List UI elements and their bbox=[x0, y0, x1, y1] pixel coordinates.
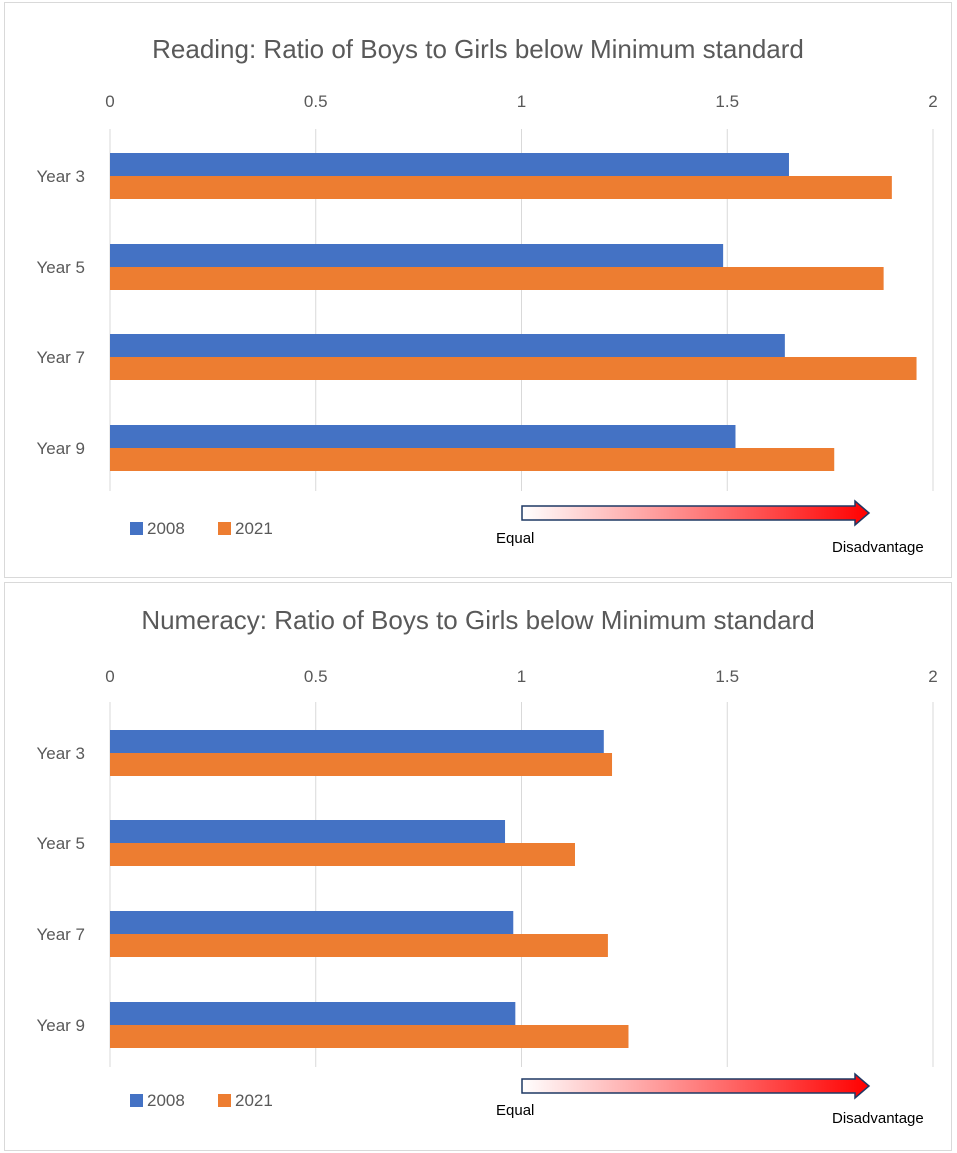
numeracy-disadvantage-arrow bbox=[521, 1072, 871, 1100]
numeracy-bar-2021 bbox=[110, 843, 575, 866]
numeracy-x-tick-label: 0.5 bbox=[304, 667, 328, 686]
numeracy-x-tick-label: 1 bbox=[517, 667, 526, 686]
reading-equal-label: Equal bbox=[496, 530, 534, 547]
numeracy-bar-2008 bbox=[110, 911, 514, 934]
reading-category-label: Year 9 bbox=[36, 439, 85, 458]
numeracy-x-tick-label: 0 bbox=[105, 667, 114, 686]
numeracy-category-label: Year 5 bbox=[36, 834, 85, 853]
reading-x-tick-label: 0 bbox=[105, 92, 114, 111]
reading-bar-2021 bbox=[110, 357, 917, 380]
reading-legend-swatch bbox=[218, 522, 231, 535]
reading-x-tick-label: 2 bbox=[928, 92, 937, 111]
reading-legend-label: 2008 bbox=[147, 519, 185, 538]
numeracy-category-label: Year 9 bbox=[36, 1016, 85, 1035]
numeracy-legend-swatch bbox=[218, 1094, 231, 1107]
numeracy-chart: Numeracy: Ratio of Boys to Girls below M… bbox=[36, 605, 937, 1127]
reading-x-tick-label: 1 bbox=[517, 92, 526, 111]
reading-bar-2008 bbox=[110, 244, 724, 267]
reading-legend-swatch bbox=[130, 522, 143, 535]
numeracy-chart-panel: Numeracy: Ratio of Boys to Girls below M… bbox=[4, 582, 952, 1151]
reading-x-tick-label: 1.5 bbox=[715, 92, 739, 111]
reading-legend-label: 2021 bbox=[235, 519, 273, 538]
reading-category-label: Year 3 bbox=[36, 167, 85, 186]
numeracy-legend-swatch bbox=[130, 1094, 143, 1107]
reading-category-label: Year 7 bbox=[36, 348, 85, 367]
numeracy-x-tick-label: 2 bbox=[928, 667, 937, 686]
reading-bar-2008 bbox=[110, 153, 789, 176]
reading-category-label: Year 5 bbox=[36, 258, 85, 277]
reading-chart-panel: Reading: Ratio of Boys to Girls below Mi… bbox=[4, 2, 952, 578]
numeracy-legend-label: 2008 bbox=[147, 1091, 185, 1110]
reading-bar-2021 bbox=[110, 176, 892, 199]
numeracy-legend-label: 2021 bbox=[235, 1091, 273, 1110]
numeracy-disadvantage-label: Disadvantage bbox=[832, 1110, 924, 1127]
numeracy-category-label: Year 7 bbox=[36, 925, 85, 944]
reading-bar-2008 bbox=[110, 425, 736, 448]
reading-chart: Reading: Ratio of Boys to Girls below Mi… bbox=[36, 34, 937, 556]
numeracy-bar-2008 bbox=[110, 730, 604, 753]
numeracy-bar-2021 bbox=[110, 1025, 629, 1048]
reading-bar-2021 bbox=[110, 267, 884, 290]
reading-disadvantage-arrow bbox=[521, 499, 871, 527]
numeracy-chart-title: Numeracy: Ratio of Boys to Girls below M… bbox=[141, 605, 814, 635]
numeracy-category-label: Year 3 bbox=[36, 744, 85, 763]
numeracy-bar-2021 bbox=[110, 934, 608, 957]
reading-bar-2021 bbox=[110, 448, 835, 471]
numeracy-bar-2008 bbox=[110, 820, 506, 843]
numeracy-bar-2021 bbox=[110, 753, 613, 776]
reading-disadvantage-label: Disadvantage bbox=[832, 539, 924, 556]
numeracy-equal-label: Equal bbox=[496, 1102, 534, 1119]
reading-x-tick-label: 0.5 bbox=[304, 92, 328, 111]
numeracy-x-tick-label: 1.5 bbox=[715, 667, 739, 686]
numeracy-bar-2008 bbox=[110, 1002, 516, 1025]
reading-chart-title: Reading: Ratio of Boys to Girls below Mi… bbox=[152, 34, 804, 64]
reading-bar-2008 bbox=[110, 334, 785, 357]
